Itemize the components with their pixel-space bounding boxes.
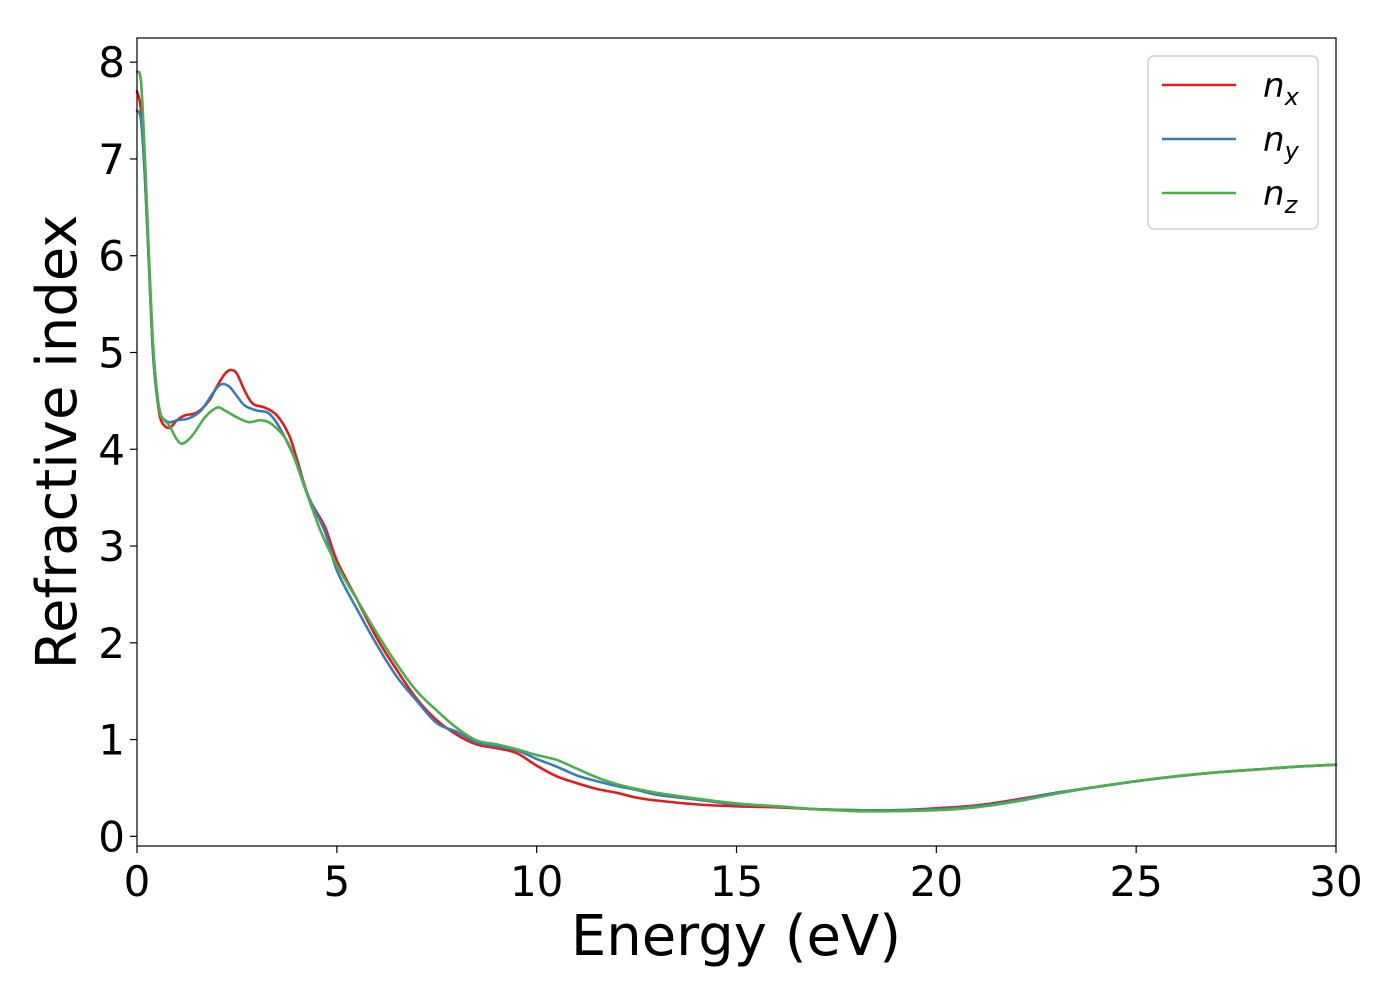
plot-lines [135,70,1338,813]
y-axis-label: Refractive index [25,215,90,670]
y-tick-label: 0 [98,812,125,861]
x-tick-label: 15 [710,857,763,906]
x-tick-label: 25 [1109,857,1162,906]
x-tick-label: 5 [323,857,350,906]
y-tick-label: 7 [98,135,125,184]
x-tick-label: 30 [1309,857,1362,906]
y-tick-label: 4 [98,425,125,474]
x-axis-ticks: 0 5 10 15 20 25 30 [124,846,1363,906]
y-tick-label: 3 [98,522,125,571]
x-tick-label: 10 [510,857,563,906]
x-tick-label: 20 [910,857,963,906]
x-axis-label: Energy (eV) [571,904,901,969]
y-tick-label: 6 [98,232,125,281]
y-tick-label: 2 [98,619,125,668]
y-axis-ticks: 0 1 2 3 4 5 6 7 8 [98,38,137,861]
x-tick-label: 0 [124,857,151,906]
y-tick-label: 8 [98,38,125,87]
series-line-nz [135,70,1338,813]
legend-box [1147,55,1319,230]
y-tick-label: 5 [98,328,125,377]
y-tick-label: 1 [98,716,125,765]
